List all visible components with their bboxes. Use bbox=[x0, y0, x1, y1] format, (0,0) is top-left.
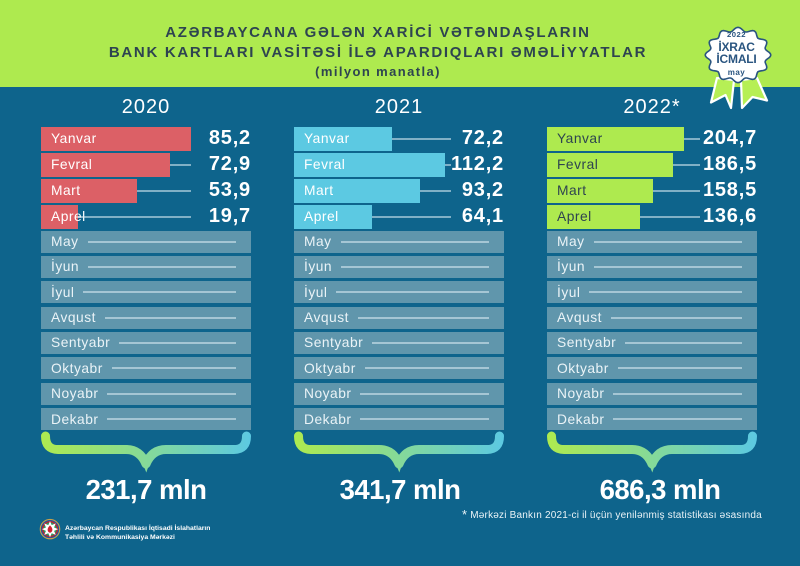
svg-text:İXRAC: İXRAC bbox=[718, 39, 755, 54]
svg-text:İCMALI: İCMALI bbox=[716, 51, 756, 66]
svg-text:may: may bbox=[728, 68, 746, 77]
svg-text:2022: 2022 bbox=[727, 30, 746, 39]
